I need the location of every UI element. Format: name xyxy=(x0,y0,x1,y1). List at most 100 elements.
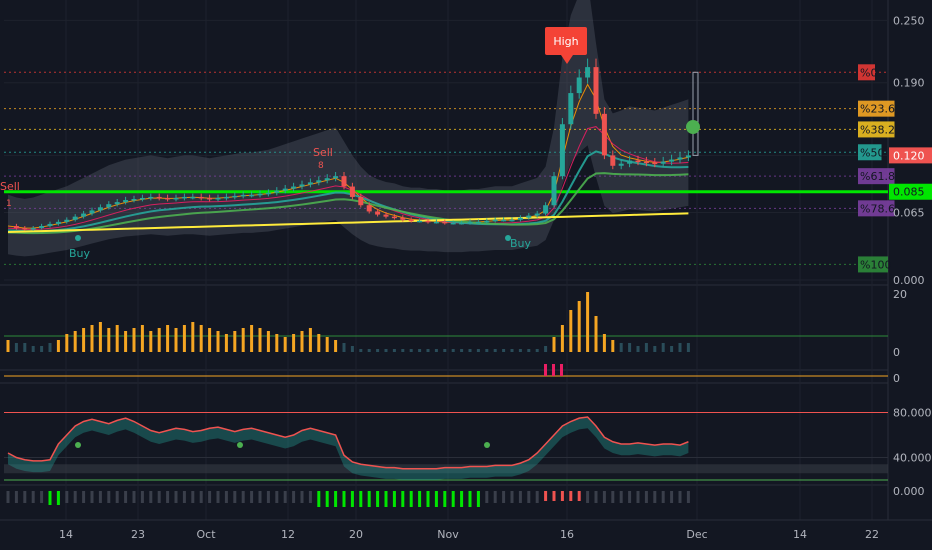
candle-body xyxy=(660,161,666,164)
candle-body xyxy=(450,222,456,225)
time-axis-tick: Nov xyxy=(437,528,459,541)
volume-bar xyxy=(560,325,564,352)
volume-bar xyxy=(157,328,161,352)
histogram-bar xyxy=(518,491,522,503)
volume-bar xyxy=(48,343,52,352)
candle-body xyxy=(400,217,406,220)
main-price-panel: High Sell Sell Buy Buy 1 8 %0 %23.6 %38.2 %50 %61.8… xyxy=(0,0,895,281)
histogram-bar xyxy=(535,491,539,503)
histogram-bar xyxy=(527,491,531,503)
fib-level-tag-box xyxy=(858,256,888,273)
histogram-bar xyxy=(502,491,506,503)
histogram-bar xyxy=(586,491,590,503)
histogram-bar xyxy=(31,491,35,503)
volume-bar xyxy=(132,328,136,352)
volume-bar xyxy=(140,325,144,352)
histogram-bar xyxy=(224,491,228,503)
candle-body xyxy=(618,163,624,166)
candle-body xyxy=(417,220,423,223)
volume-bar xyxy=(275,334,279,352)
histogram-bar xyxy=(56,491,60,505)
volume-bar xyxy=(359,349,363,352)
candle-body xyxy=(265,192,271,195)
histogram-bar xyxy=(376,491,380,507)
histogram-bar xyxy=(6,491,10,503)
volume-bar xyxy=(90,325,94,352)
long-moving-average xyxy=(7,212,689,233)
candle-body xyxy=(47,223,53,226)
fib-level-tag: %38.2 xyxy=(858,121,895,138)
fib-level-tag: %78.6 xyxy=(858,200,895,217)
histogram-bar xyxy=(409,491,413,507)
histogram-bar xyxy=(199,491,203,503)
histogram-bar xyxy=(342,491,346,507)
time-axis-tick: 16 xyxy=(560,528,574,541)
oscillator-bar xyxy=(560,364,563,376)
histogram-bar xyxy=(628,491,632,503)
volume-bar xyxy=(644,343,648,352)
volume-bar xyxy=(199,325,203,352)
candle-body xyxy=(39,226,45,229)
histogram-bar xyxy=(73,491,77,503)
time-axis-tick: 20 xyxy=(349,528,363,541)
histogram-bar xyxy=(468,491,472,507)
time-axis-tick: 23 xyxy=(131,528,145,541)
histogram-axis-tick: 0.000 xyxy=(893,485,925,498)
candle-body xyxy=(316,180,322,183)
volume-bar xyxy=(611,340,615,352)
volume-bar xyxy=(434,349,438,352)
candle-body xyxy=(677,157,683,160)
volume-bar xyxy=(334,340,338,352)
histogram-bar xyxy=(283,491,287,503)
volume-bar xyxy=(124,331,128,352)
histogram-bar xyxy=(493,491,497,503)
oscillator-bar xyxy=(544,364,547,376)
histogram-bar xyxy=(359,491,363,507)
volume-bar xyxy=(300,331,304,352)
histogram-bar xyxy=(241,491,245,503)
sell-signal-label: Sell xyxy=(313,146,333,159)
candle-body xyxy=(685,155,691,158)
candle-body xyxy=(635,160,641,163)
volume-bar xyxy=(40,346,44,352)
fib-level-tag-label: %78.6 xyxy=(860,202,895,215)
candle-body xyxy=(223,196,229,199)
volume-bar xyxy=(577,301,581,352)
volume-bar xyxy=(241,328,245,352)
histogram-bar xyxy=(686,491,690,503)
volume-bar xyxy=(510,349,514,352)
histogram-bar xyxy=(476,491,480,507)
histogram-bar xyxy=(552,491,556,501)
histogram-bar xyxy=(48,491,52,505)
candle-body xyxy=(299,184,305,187)
histogram-bar xyxy=(661,491,665,503)
histogram-bar xyxy=(334,491,338,507)
histogram-bar xyxy=(292,491,296,503)
candle-body xyxy=(509,219,515,222)
histogram-bar xyxy=(384,491,388,507)
candle-body xyxy=(341,176,347,187)
candle-body xyxy=(72,216,78,220)
volume-bar xyxy=(535,349,539,352)
fib-level-tag-label: %23.6 xyxy=(860,103,895,116)
histogram-bar xyxy=(157,491,161,503)
histogram-bar xyxy=(418,491,422,507)
volume-bar xyxy=(670,346,674,352)
volume-bar xyxy=(166,325,170,352)
rsi-neutral-zone xyxy=(4,464,888,474)
histogram-bar xyxy=(611,491,615,503)
histogram-bar xyxy=(300,491,304,503)
volume-bar xyxy=(98,322,102,352)
candle-body xyxy=(551,176,557,206)
price-axis-tick: 0.065 xyxy=(893,207,925,220)
volume-bar xyxy=(569,310,573,352)
histogram-bar xyxy=(115,491,119,503)
candle-body xyxy=(13,226,19,229)
candle-body xyxy=(349,186,355,197)
histogram-bar xyxy=(350,491,354,507)
histogram-bar xyxy=(401,491,405,507)
time-axis-tick: Dec xyxy=(686,528,707,541)
candle-body xyxy=(475,221,481,224)
volume-bar xyxy=(367,349,371,352)
